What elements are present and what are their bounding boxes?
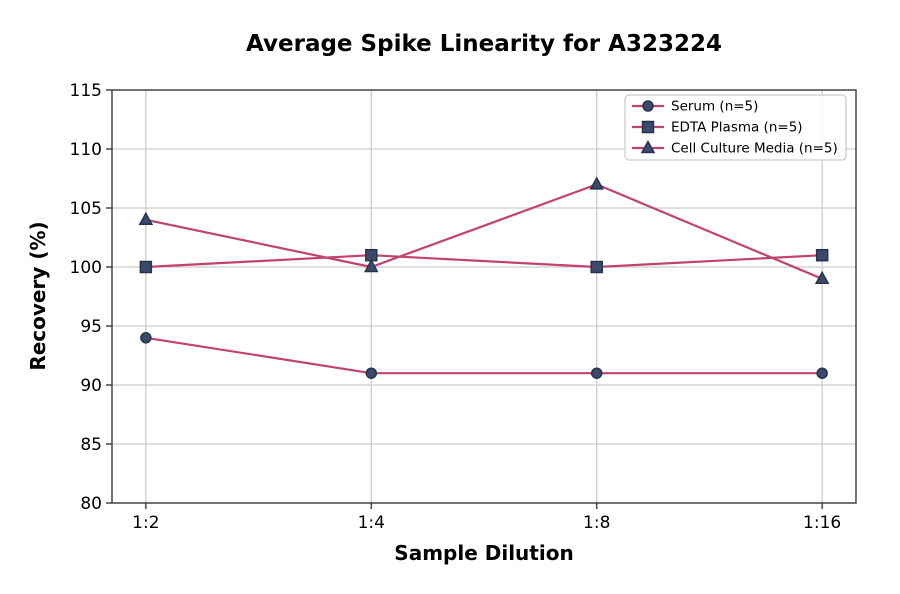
- cell-culture-media-marker: [364, 258, 379, 273]
- legend-box: [624, 94, 847, 161]
- edta-plasma-marker: [139, 260, 153, 274]
- y-tick-label: 95: [80, 317, 102, 337]
- y-tick-label: 110: [70, 140, 102, 160]
- legend-cell-culture-media-marker-icon: [640, 139, 656, 154]
- legend-label-edta-plasma: EDTA Plasma (n=5): [671, 120, 803, 136]
- serum-marker: [590, 367, 603, 379]
- legend-edta-plasma-marker-icon: [641, 120, 655, 134]
- edta-plasma-line: [145, 254, 823, 269]
- legend-label-serum: Serum (n=5): [671, 99, 758, 115]
- serum-marker: [365, 367, 378, 379]
- serum-marker: [140, 332, 152, 344]
- cell-culture-media-line: [145, 183, 823, 280]
- cell-culture-media-marker: [138, 211, 154, 226]
- edta-plasma-marker: [590, 260, 603, 274]
- y-tick-label: 105: [70, 199, 102, 219]
- x-tick-label: 1:2: [132, 513, 159, 533]
- x-tick-label: 1:8: [583, 513, 610, 533]
- y-axis-label: Recovery (%): [26, 221, 50, 371]
- x-tick-label: 1:4: [358, 513, 385, 533]
- cell-culture-media-marker: [814, 270, 830, 285]
- chart-title: Average Spike Linearity for A323224: [246, 31, 722, 57]
- legend-serum-marker-icon: [642, 100, 654, 112]
- serum-line: [145, 336, 823, 375]
- cell-culture-media-marker: [589, 176, 604, 190]
- x-tick-label: 1:16: [803, 513, 841, 533]
- legend-label-cell-culture-media: Cell Culture Media (n=5): [671, 141, 838, 157]
- y-tick-label: 85: [80, 435, 102, 455]
- y-tick-label: 100: [70, 258, 102, 278]
- y-tick-label: 115: [70, 81, 102, 101]
- plot-border: [111, 89, 857, 504]
- serum-marker: [816, 367, 828, 379]
- y-tick-label: 80: [80, 494, 102, 514]
- y-tick-label: 90: [80, 376, 102, 396]
- edta-plasma-marker: [815, 248, 829, 262]
- x-axis-label: Sample Dilution: [394, 541, 574, 565]
